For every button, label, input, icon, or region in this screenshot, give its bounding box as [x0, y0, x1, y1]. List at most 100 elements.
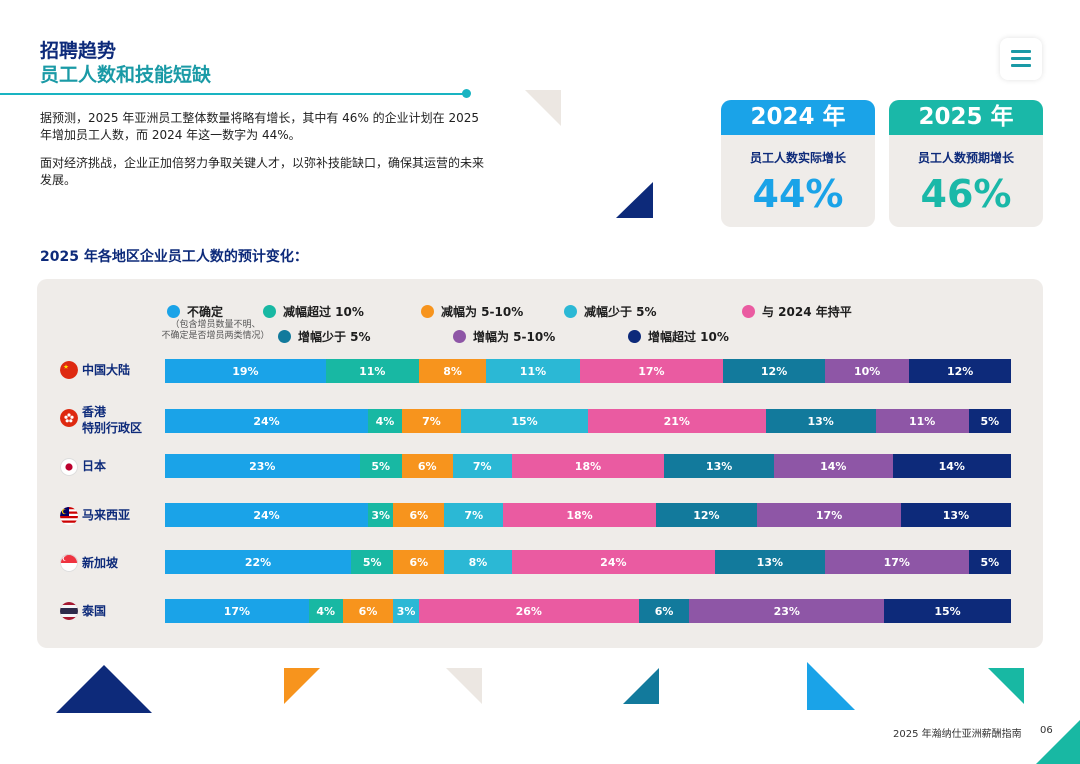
decor-triangle: [988, 668, 1024, 704]
bar-segment-label: 7%: [472, 459, 492, 473]
bar-segment-label: 5%: [371, 459, 391, 473]
region-label: 泰国: [82, 604, 107, 618]
bar-segment-label: 8%: [468, 555, 488, 569]
stacked-bar: 17% 4% 6% 3% 26% 6% 23% 15%: [165, 599, 1011, 623]
bar-segment-label: 23%: [773, 604, 800, 618]
legend-label: 减幅为 5-10%: [441, 305, 524, 319]
bar-segment-label: 19%: [232, 364, 259, 378]
region-label: 日本: [82, 459, 107, 473]
stat-card-value: 46%: [920, 172, 1012, 216]
bar-segment-label: 3%: [371, 508, 391, 522]
bar-segment-label: 6%: [417, 459, 437, 473]
china-flag-icon: [60, 361, 78, 379]
menu-icon: [1011, 50, 1031, 53]
menu-icon: [1011, 64, 1031, 67]
decor-triangle: [623, 668, 659, 704]
legend-swatch: [453, 330, 466, 343]
stacked-bar: 22% 5% 6% 8% 24% 13% 17% 5%: [165, 550, 1011, 574]
legend-item: 减幅为 5-10%: [421, 303, 523, 320]
bar-segment-label: 8%: [443, 364, 462, 378]
legend-item: 不确定: [167, 303, 223, 320]
divider-dot: [462, 89, 471, 98]
bar-segment-label: 13%: [756, 555, 784, 569]
bar-segment: 19%: [165, 359, 326, 383]
bar-segment-label: 21%: [663, 414, 690, 428]
bar-segment-label: 24%: [253, 414, 280, 428]
bar-segment: 3%: [368, 503, 394, 527]
bar-segment: 14%: [774, 454, 893, 478]
bar-segment: 17%: [579, 359, 724, 383]
decor-triangle: [525, 90, 561, 126]
stat-card-label: 员工人数实际增长: [749, 151, 846, 165]
bar-segment: 17%: [757, 503, 901, 527]
legend-label: 不确定: [187, 305, 224, 319]
bar-segment: 23%: [165, 454, 360, 478]
legend-label: 增幅超过 10%: [648, 330, 729, 344]
bar-segment: 8%: [418, 359, 487, 383]
bar-segment: 17%: [824, 550, 969, 574]
bar-segment-label: 6%: [409, 555, 429, 569]
legend-label: 减幅少于 5%: [584, 305, 657, 319]
intro-paragraph-1: 据预测，2025 年亚洲员工整体数量将略有增长，其中有 46% 的企业计划在 2…: [40, 111, 480, 142]
bar-segment: 11%: [875, 409, 969, 433]
footer-text: 2025 年瀚纳仕亚洲薪酬指南: [893, 729, 1022, 740]
bar-segment: 12%: [655, 503, 758, 527]
bar-segment: 5%: [968, 550, 1011, 574]
thailand-flag-icon: [60, 602, 78, 620]
bar-segment-label: 13%: [942, 508, 970, 522]
bar-segment-label: 18%: [574, 459, 602, 473]
bar-segment-label: 6%: [358, 604, 378, 618]
bar-segment-label: 12%: [693, 508, 720, 522]
bar-segment: 12%: [723, 359, 825, 383]
bar-segment: 3%: [393, 599, 419, 623]
singapore-flag-icon: [60, 554, 78, 572]
legend-item: 减幅少于 5%: [564, 303, 657, 320]
bar-segment: 6%: [393, 550, 445, 574]
bar-segment: 11%: [486, 359, 580, 383]
stacked-bar: 19% 11% 8% 11% 17% 12% 10% 12%: [165, 359, 1011, 383]
bar-segment-label: 18%: [566, 508, 593, 522]
stat-card-2024: 2024 年 员工人数实际增长 44%: [721, 100, 875, 227]
bar-segment-label: 17%: [223, 604, 251, 618]
bar-segment: 5%: [968, 409, 1011, 433]
bar-segment-label: 26%: [515, 604, 542, 618]
legend-item: 增幅少于 5%: [278, 328, 371, 345]
bar-segment-label: 4%: [316, 604, 336, 618]
region-label: 中国大陆: [82, 363, 131, 377]
bar-segment-label: 11%: [519, 364, 547, 378]
chart-heading: 2025 年各地区企业员工人数的预计变化：: [40, 249, 308, 265]
menu-button[interactable]: [1000, 38, 1042, 80]
page-title: 招聘趋势: [40, 40, 117, 62]
legend-swatch: [263, 305, 276, 318]
bar-segment-label: 17%: [638, 364, 665, 378]
bar-segment-label: 17%: [815, 508, 843, 522]
bar-segment-label: 5%: [362, 555, 382, 569]
intro-paragraph-2: 面对经济挑战，企业正加倍努力争取关键人才，以弥补技能缺口，确保其运营的未来发展。: [40, 156, 485, 187]
bar-segment: 17%: [165, 599, 309, 623]
legend-item: 增幅超过 10%: [628, 328, 729, 345]
bar-segment-label: 14%: [820, 459, 847, 473]
decor-triangle: [284, 668, 320, 704]
bar-segment: 6%: [393, 503, 445, 527]
bar-segment: 15%: [884, 599, 1011, 623]
bar-segment-label: 12%: [947, 364, 974, 378]
stat-card-year: 2024 年: [721, 100, 875, 135]
bar-segment-label: 24%: [600, 555, 627, 569]
decor-triangle: [446, 668, 482, 704]
bar-segment: 7%: [444, 503, 504, 527]
page-number: 06: [1040, 725, 1053, 736]
bar-segment-label: 11%: [359, 364, 386, 378]
bar-segment-label: 14%: [938, 459, 965, 473]
bar-segment: 5%: [359, 454, 402, 478]
bar-segment-label: 7%: [422, 414, 441, 428]
legend-item: 减幅超过 10%: [263, 303, 364, 320]
bar-segment-label: 5%: [980, 414, 1000, 428]
bar-segment-label: 12%: [760, 364, 788, 378]
bar-segment: 21%: [587, 409, 766, 433]
decor-triangle: [1036, 720, 1080, 764]
bar-segment-label: 4%: [375, 414, 395, 428]
bar-segment: 13%: [900, 503, 1011, 527]
bar-segment: 4%: [368, 409, 402, 433]
menu-icon: [1011, 57, 1031, 60]
legend-label: 增幅少于 5%: [298, 330, 371, 344]
